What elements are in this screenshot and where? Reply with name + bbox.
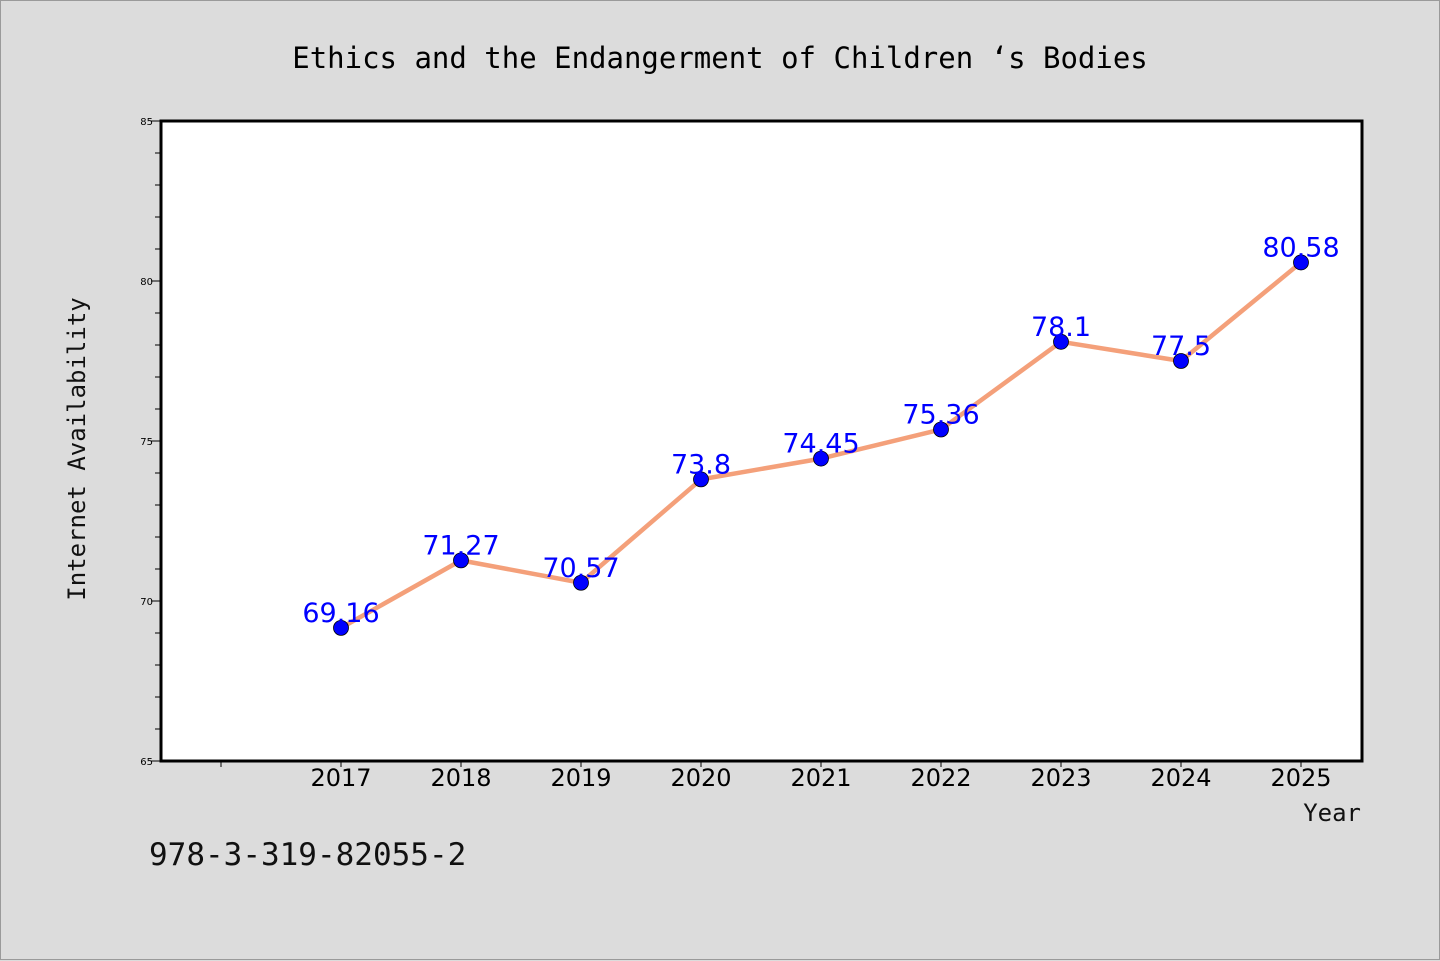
y-tick-label: 80 bbox=[140, 277, 153, 288]
x-axis-label: Year bbox=[1303, 799, 1361, 827]
data-label: 77.5 bbox=[1151, 331, 1211, 362]
series-markers bbox=[333, 254, 1309, 636]
x-axis: 2017 2018 2019 2020 2021 2022 2023 2024 2025 bbox=[220, 761, 1332, 792]
data-label: 75.36 bbox=[902, 399, 979, 430]
data-label: 73.8 bbox=[671, 449, 731, 480]
x-tick-label: 2025 bbox=[1270, 764, 1331, 792]
x-tick-label: 2021 bbox=[790, 764, 851, 792]
data-point bbox=[1053, 333, 1069, 350]
data-point bbox=[453, 552, 469, 569]
x-tick-label: 2019 bbox=[550, 764, 611, 792]
data-point bbox=[693, 471, 709, 488]
data-label: 80.58 bbox=[1262, 232, 1339, 263]
y-axis-label: Internet Availability bbox=[63, 297, 91, 600]
x-tick-label: 2022 bbox=[910, 764, 971, 792]
plot-area bbox=[159, 119, 1364, 763]
isbn-footnote: 978-3-319-82055-2 bbox=[149, 837, 466, 873]
data-label: 69.16 bbox=[302, 598, 379, 629]
data-label: 78.1 bbox=[1031, 312, 1091, 343]
data-point bbox=[933, 421, 949, 438]
chart-title: Ethics and the Endangerment of Children … bbox=[292, 41, 1148, 75]
data-label: 71.27 bbox=[422, 530, 499, 561]
x-tick-label: 2020 bbox=[670, 764, 731, 792]
x-tick-label: 2024 bbox=[1150, 764, 1211, 792]
y-tick-label: 70 bbox=[140, 597, 153, 608]
y-axis: 65 70 75 80 85 bbox=[140, 117, 161, 768]
data-label: 74.45 bbox=[782, 429, 859, 460]
data-labels: 69.16 71.27 70.57 73.8 74.45 75.36 78.1 77.5 80.… bbox=[302, 232, 1339, 628]
data-point bbox=[573, 574, 589, 591]
x-tick-label: 2018 bbox=[430, 764, 491, 792]
y-tick-label: 65 bbox=[140, 757, 153, 768]
x-tick-label: 2023 bbox=[1030, 764, 1091, 792]
data-label: 70.57 bbox=[542, 553, 619, 584]
data-point bbox=[813, 450, 829, 467]
data-point bbox=[333, 619, 349, 636]
data-point bbox=[1293, 254, 1309, 271]
x-tick-label: 2017 bbox=[310, 764, 371, 792]
y-tick-label: 85 bbox=[140, 117, 153, 128]
y-tick-label: 75 bbox=[140, 437, 153, 448]
data-point bbox=[1173, 353, 1189, 369]
